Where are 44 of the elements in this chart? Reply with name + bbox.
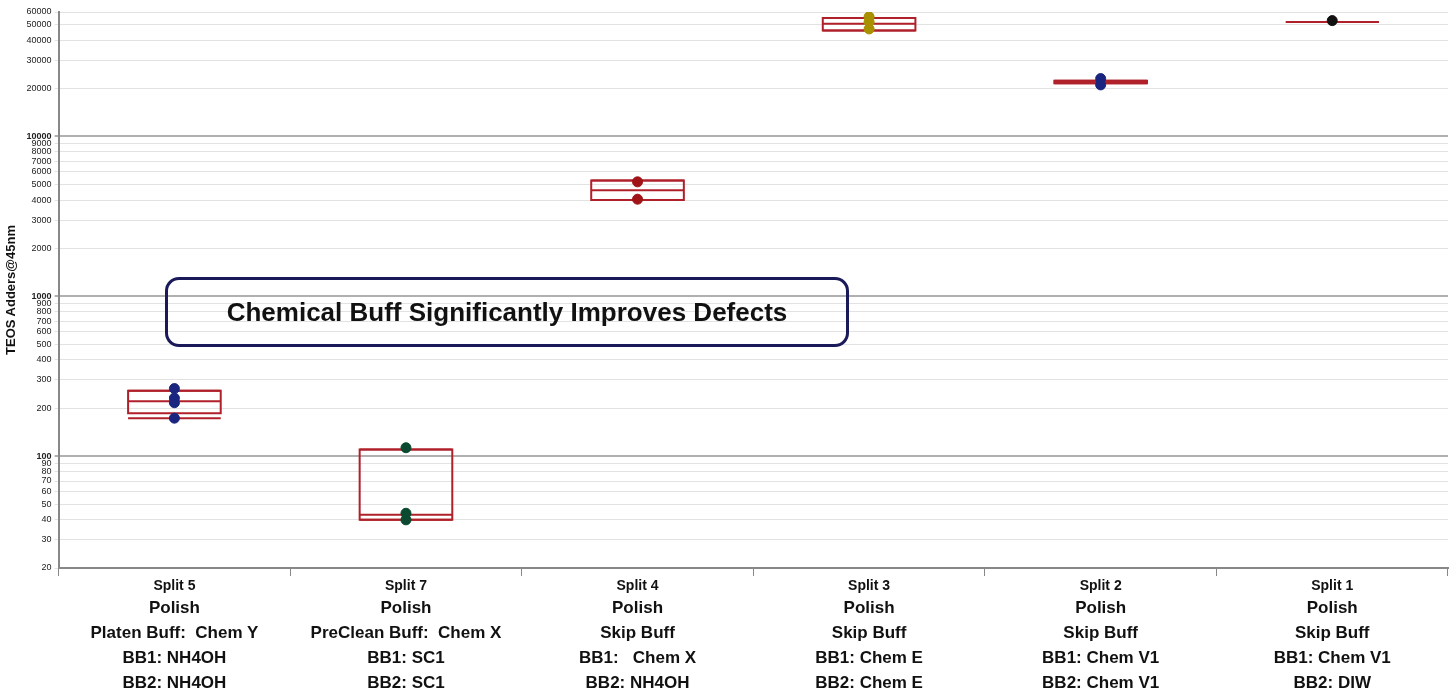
y-tick-label: 6000 [31, 166, 52, 177]
y-tick-label: 60 [41, 486, 52, 497]
y-tick-label: 7000 [31, 155, 52, 166]
y-tick-label: 300 [36, 374, 52, 385]
y-tick-label: 80 [41, 466, 52, 477]
text: Polish Skip Buff BB1: Chem V1 BB2: Chem V1 [1042, 597, 1160, 692]
y-tick-label: 700 [36, 315, 52, 326]
x-tick-label: Split 7 [384, 577, 428, 594]
y-tick-label: 20000 [26, 82, 52, 93]
y-axis-title: TEOS Adders@45nm [3, 225, 19, 355]
y-tick-label: 8000 [31, 146, 52, 157]
x-tick-label: Split 5 [153, 577, 196, 594]
y-tick-label: 90 [41, 458, 52, 469]
y-tick-label: 20 [41, 562, 52, 573]
x-tick-label: Split 3 [848, 577, 891, 594]
text: Polish PreClean Buff: Chem X BB1: SC1 BB2: SC1 [310, 597, 503, 692]
x-tick-label: Split 4 [616, 577, 659, 594]
y-tick-label: 3000 [31, 214, 52, 225]
text: Polish Skip Buff BB1: Chem X BB2: NH4OH [578, 597, 697, 692]
y-tick-label: 4000 [31, 194, 52, 205]
y-tick-label: 40 [41, 514, 52, 525]
y-tick-label: 800 [36, 306, 52, 317]
y-tick-label: 1000 [31, 290, 52, 301]
y-tick-label: 40000 [26, 34, 52, 45]
y-tick-label: 50 [41, 498, 52, 509]
text: Polish Platen Buff: Chem Y BB1: NH4OH BB2: NH4OH [90, 597, 259, 692]
text: Polish Skip Buff BB1: Chem E BB2: Chem E [815, 597, 923, 692]
x-tick-label: Split 1 [1311, 577, 1354, 594]
y-tick-label: 200 [36, 402, 52, 413]
y-tick-label: 2000 [31, 242, 52, 253]
y-tick-label: 30 [41, 534, 52, 545]
y-tick-label: 900 [36, 298, 52, 309]
y-tick-label: 70 [41, 475, 52, 486]
y-tick-label: 600 [36, 326, 52, 337]
y-tick-label: 100 [36, 450, 52, 461]
text: Polish Skip Buff BB1: Chem V1 BB2: DIW [1273, 597, 1391, 692]
y-tick-label: 5000 [31, 179, 52, 190]
y-tick-label: 500 [36, 338, 52, 349]
y-tick-label: 60000 [26, 6, 52, 17]
annotation: Chemical Buff Significantly Improves Defects [165, 277, 849, 347]
y-tick-label: 50000 [26, 19, 52, 30]
y-tick-label: 400 [36, 354, 52, 365]
y-tick-label: 30000 [26, 54, 52, 65]
x-tick-label: Split 2 [1079, 577, 1122, 594]
